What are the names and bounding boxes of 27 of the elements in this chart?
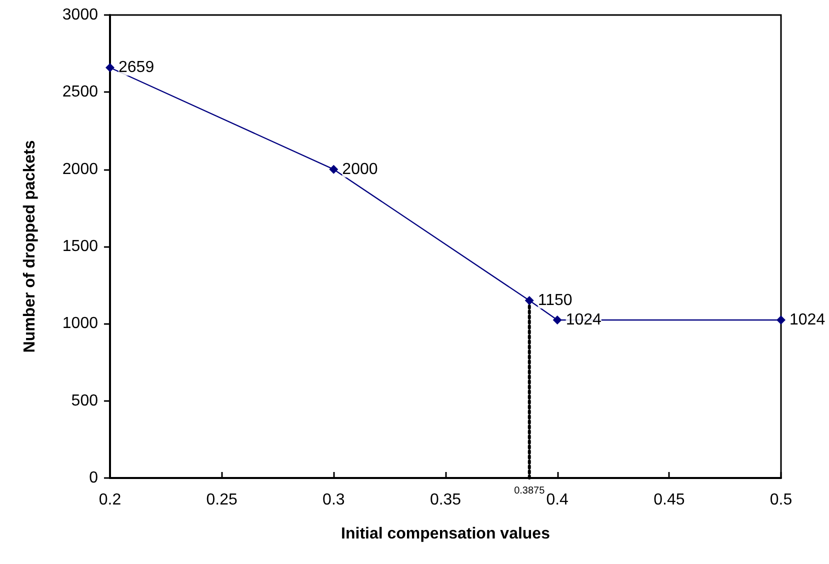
y-tick-label: 1000 — [62, 315, 98, 332]
y-tick-label: 3000 — [62, 6, 98, 24]
data-label: 1024 — [790, 311, 826, 328]
data-label: 1150 — [538, 292, 572, 310]
x-tick-label: 0.35 — [430, 492, 462, 508]
y-axis-title: Number of dropped packets — [22, 140, 38, 353]
y-tick-label: 0 — [89, 470, 98, 486]
point — [552, 315, 562, 324]
y-tick-label: 1500 — [62, 238, 98, 255]
point — [776, 315, 786, 324]
point — [524, 296, 534, 306]
x-tick-label: 0.25 — [206, 492, 238, 508]
y-tick-label: 500 — [71, 392, 98, 410]
x-tick-label: 0.5 — [770, 492, 792, 508]
x-tick-label: 0.4 — [546, 492, 569, 508]
point — [106, 63, 114, 72]
data-label: 2659 — [118, 59, 154, 76]
y-tick-label: 2000 — [62, 160, 98, 178]
x-tick-label: 0.45 — [654, 492, 685, 508]
x-tick-label: 0.3 — [322, 492, 345, 508]
x-axis-title: Initial compensation values — [341, 526, 550, 542]
annotation: 0.3875 — [514, 486, 546, 496]
data-label: 1024 — [566, 311, 602, 328]
data-label: 2000 — [342, 160, 378, 178]
point — [329, 164, 338, 174]
y-tick-label: 2500 — [62, 84, 98, 101]
x-tick-label: 0.2 — [98, 492, 122, 508]
